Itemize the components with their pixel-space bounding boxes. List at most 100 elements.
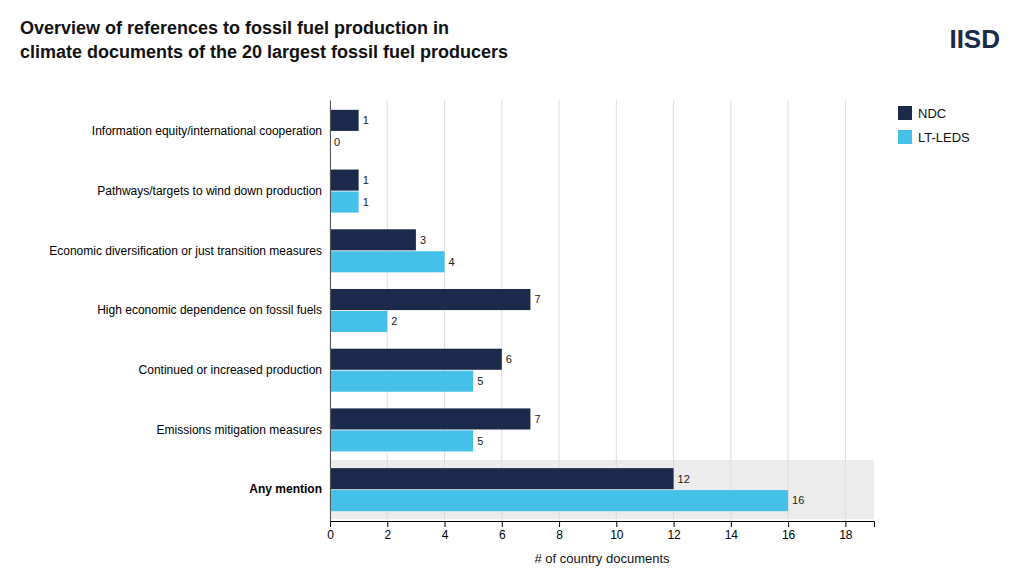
legend-label: LT-LEDS xyxy=(918,130,970,145)
x-axis: 0 2 4 6 8 10 12 14 16 18 xyxy=(327,521,874,542)
y-axis-line xyxy=(330,101,331,522)
data-label: 0 xyxy=(334,136,340,148)
x-tick-mark xyxy=(445,521,446,527)
y-tick: Economic diversification or just transit… xyxy=(49,244,330,258)
data-label: 2 xyxy=(391,315,397,327)
y-tick: Continued or increased production xyxy=(139,363,330,377)
y-tick-label: Any mention xyxy=(249,482,322,496)
x-tick: 8 xyxy=(556,521,563,542)
grid-line xyxy=(788,100,789,521)
legend-item: NDC xyxy=(898,106,946,121)
x-tick: 4 xyxy=(442,521,449,542)
x-tick-label: 2 xyxy=(384,528,391,542)
data-label: 4 xyxy=(449,256,455,268)
bar xyxy=(330,170,359,191)
grid xyxy=(330,100,845,521)
y-tick-label: High economic dependence on fossil fuels xyxy=(97,303,322,317)
grid-line xyxy=(559,100,560,521)
x-tick-label: 0 xyxy=(327,528,334,542)
x-tick-label: 10 xyxy=(610,528,624,542)
grid-line xyxy=(845,100,846,521)
x-tick-mark xyxy=(502,521,503,527)
y-tick: Emissions mitigation measures xyxy=(157,423,330,437)
x-tick: 6 xyxy=(499,521,506,542)
bars xyxy=(330,110,788,511)
x-tick: 12 xyxy=(667,521,681,542)
x-tick-mark xyxy=(387,521,388,527)
bar xyxy=(330,311,387,332)
grid-line xyxy=(444,100,445,521)
x-axis-title: # of country documents xyxy=(534,551,670,566)
x-tick: 14 xyxy=(725,521,739,542)
x-axis-line xyxy=(331,522,875,528)
data-label: 5 xyxy=(477,375,483,387)
title-line: climate documents of the 20 largest foss… xyxy=(20,42,508,62)
y-tick-label: Pathways/targets to wind down production xyxy=(97,184,322,198)
y-tick-label: Emissions mitigation measures xyxy=(157,423,322,437)
bar xyxy=(330,490,788,511)
x-tick: 16 xyxy=(782,521,796,542)
y-tick-label: Economic diversification or just transit… xyxy=(49,244,322,258)
bar xyxy=(330,192,359,213)
bar xyxy=(330,229,416,250)
x-tick-label: 8 xyxy=(556,528,563,542)
data-label: 6 xyxy=(506,353,512,365)
data-label: 1 xyxy=(363,196,369,208)
data-label: 1 xyxy=(363,114,369,126)
bar xyxy=(330,251,445,272)
y-tick-label: Information equity/international coopera… xyxy=(92,124,322,138)
x-tick-label: 14 xyxy=(725,528,739,542)
y-axis: Information equity/international coopera… xyxy=(49,101,330,522)
x-tick-mark xyxy=(674,521,675,527)
bar xyxy=(330,468,674,489)
x-tick: 0 xyxy=(327,521,334,542)
x-tick-mark xyxy=(788,521,789,527)
grid-line xyxy=(387,100,388,521)
x-tick: 18 xyxy=(839,521,853,542)
grid-line xyxy=(730,100,731,521)
legend-item: LT-LEDS xyxy=(898,130,970,145)
legend-swatch xyxy=(898,130,912,144)
grid-line xyxy=(501,100,502,521)
bar xyxy=(330,408,530,429)
x-tick-label: 18 xyxy=(839,528,853,542)
legend-swatch xyxy=(898,106,912,120)
x-tick: 10 xyxy=(610,521,624,542)
x-tick-label: 4 xyxy=(442,528,449,542)
y-tick: High economic dependence on fossil fuels xyxy=(97,303,330,317)
data-label: 7 xyxy=(534,413,540,425)
y-tick-label: Continued or increased production xyxy=(139,363,322,377)
y-tick: Information equity/international coopera… xyxy=(92,124,330,138)
grid-line xyxy=(616,100,617,521)
title-line: Overview of references to fossil fuel pr… xyxy=(20,18,449,38)
plot: 1137671201425516024681012141618# of coun… xyxy=(49,100,874,566)
bar xyxy=(330,289,530,310)
data-label: 5 xyxy=(477,435,483,447)
data-label: 16 xyxy=(792,494,804,506)
x-tick-mark xyxy=(731,521,732,527)
x-tick-label: 6 xyxy=(499,528,506,542)
bar xyxy=(330,371,473,392)
annotation: IISD xyxy=(949,24,1000,54)
bar xyxy=(330,110,359,131)
highlight-band xyxy=(330,460,874,519)
x-tick-mark xyxy=(559,521,560,527)
data-labels: 1137671201425516 xyxy=(334,114,804,506)
x-tick: 2 xyxy=(384,521,391,542)
data-label: 1 xyxy=(363,174,369,186)
y-tick: Any mention xyxy=(249,482,330,496)
grid-line xyxy=(673,100,674,521)
bar xyxy=(330,349,502,370)
x-tick-label: 16 xyxy=(782,528,796,542)
title: Overview of references to fossil fuel pr… xyxy=(20,18,508,62)
grid-line xyxy=(330,100,331,521)
x-tick-label: 12 xyxy=(667,528,681,542)
bar xyxy=(330,430,473,451)
x-tick-mark xyxy=(845,521,846,527)
legend: NDC LT-LEDS xyxy=(898,106,970,145)
x-tick-mark xyxy=(616,521,617,527)
data-label: 12 xyxy=(678,473,690,485)
data-label: 7 xyxy=(534,293,540,305)
chart: Overview of references to fossil fuel pr… xyxy=(0,0,1024,576)
x-tick-mark xyxy=(330,521,331,527)
